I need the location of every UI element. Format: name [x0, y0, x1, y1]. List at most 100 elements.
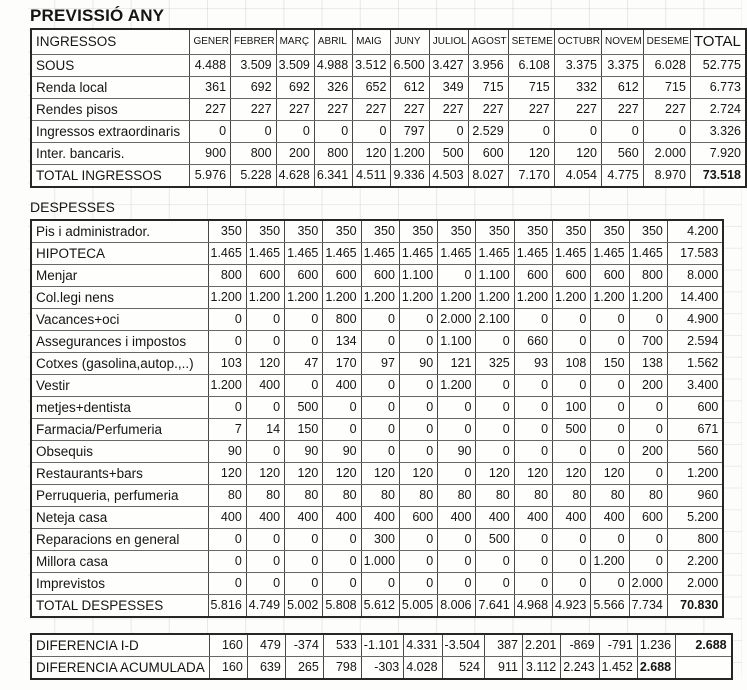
cell: 0 [475, 330, 515, 353]
cell: 960 [666, 484, 724, 507]
row-label: Reparacions en general [30, 528, 209, 551]
cell: 120 [552, 462, 592, 485]
cell: 80 [437, 484, 477, 507]
cell: 0 [230, 120, 277, 143]
cell: 2.594 [666, 330, 724, 353]
cell: 5.612 [360, 594, 400, 618]
expense-row: Neteja casa 400 400 400 400 400 600 400 400 400 40… [30, 506, 724, 529]
cell: 0 [245, 396, 286, 419]
cell: 0 [284, 308, 324, 331]
cell: 160 [208, 633, 248, 657]
expense-row: Perruqueria, perfumeria 80 80 80 80 80 80 80 80 8… [30, 484, 724, 507]
cell: 0 [513, 550, 554, 573]
cell: 0 [590, 330, 630, 353]
cell: 14 [245, 418, 286, 441]
cell: 0 [245, 550, 286, 573]
cell: 6.500 [390, 54, 430, 77]
cell: 533 [322, 633, 362, 657]
cell: 500 [428, 142, 469, 165]
cell: 798 [322, 656, 362, 680]
cell: 0 [360, 330, 400, 353]
row-label: Neteja casa [30, 506, 209, 529]
cell: 0 [590, 418, 630, 441]
expenses-table: Pis i administrador. 350 350 350 350 350 350 35… [30, 219, 725, 618]
cell: 0 [642, 120, 691, 143]
cell: 7 [207, 418, 247, 441]
cell: -791 [598, 633, 638, 657]
cell: 1.100 [475, 264, 515, 287]
cell: 652 [352, 76, 392, 99]
cell: 170 [322, 352, 362, 375]
cell: 400 [513, 506, 554, 529]
cell: 0 [628, 462, 668, 485]
cell: 0 [437, 528, 477, 551]
column-header: SETEME [507, 28, 555, 55]
cell: 0 [590, 572, 630, 595]
cell: 524 [441, 656, 485, 680]
cell: 0 [475, 440, 515, 463]
cell: 0 [398, 528, 439, 551]
cell: 80 [513, 484, 554, 507]
cell: 227 [352, 98, 392, 121]
income-section-header: INGRESSOS [30, 28, 191, 55]
cell: 400 [475, 506, 515, 529]
cell: -869 [560, 633, 600, 657]
cell: 800 [313, 142, 354, 165]
cell: 2.100 [475, 308, 515, 331]
cell: 0 [513, 572, 554, 595]
cell: 0 [513, 440, 554, 463]
cell: 0 [590, 528, 630, 551]
cell: 120 [590, 462, 630, 485]
expense-row: HIPOTECA 1.465 1.465 1.465 1.465 1.465 1.465 1.… [30, 242, 724, 265]
cell: 361 [189, 76, 232, 99]
cell: 2.200 [666, 550, 724, 573]
cell: 0 [398, 550, 439, 573]
cell: 800 [207, 264, 247, 287]
cell: 3.400 [666, 374, 724, 397]
cell: 8.006 [437, 594, 477, 618]
cell: 400 [437, 506, 477, 529]
cell: 7.170 [507, 164, 555, 188]
cell: 52.775 [689, 54, 747, 77]
cell: 1.465 [628, 242, 668, 265]
cell: 612 [601, 76, 644, 99]
cell: 500 [552, 418, 592, 441]
row-label: Millora casa [30, 550, 209, 573]
cell: 1.200 [590, 550, 630, 573]
cell: 4.749 [245, 594, 286, 618]
cell: 400 [245, 374, 286, 397]
cell: 1.200 [398, 286, 439, 309]
cell: 103 [207, 352, 247, 375]
cell: 1.200 [437, 286, 477, 309]
cell: 2.000 [628, 572, 668, 595]
cell: 350 [513, 219, 554, 243]
expenses-section-label: DESPESSES [30, 199, 115, 215]
cell: 0 [552, 440, 592, 463]
cell: 4.054 [553, 164, 603, 188]
cell: 1.200 [552, 286, 592, 309]
row-label: TOTAL INGRESSOS [30, 164, 191, 188]
cell: -3.504 [441, 633, 485, 657]
row-label: Menjar [30, 264, 209, 287]
cell: 3.512 [352, 54, 392, 77]
cell: 2.243 [560, 656, 600, 680]
row-label: Vestir [30, 374, 209, 397]
cell: 479 [246, 633, 286, 657]
cell: 120 [284, 462, 324, 485]
cell: 0 [428, 120, 469, 143]
cell: 120 [352, 142, 392, 165]
cell: 400 [322, 506, 362, 529]
cell: 0 [284, 550, 324, 573]
column-header: MARÇ [275, 28, 315, 55]
cell: 660 [513, 330, 554, 353]
cell: 350 [360, 219, 400, 243]
cell: -303 [360, 656, 405, 680]
cell: 4.503 [428, 164, 469, 188]
cell: 80 [552, 484, 592, 507]
cell: 350 [628, 219, 668, 243]
difference-row: DIFERENCIA ACUMULADA 160 639 265 798 -303 4.02… [30, 656, 733, 680]
expense-row: Menjar 800 600 600 600 600 1.100 0 1.100 600 600 60… [30, 264, 724, 287]
row-label: metjes+dentista [30, 396, 209, 419]
cell: 5.228 [230, 164, 277, 188]
row-label: TOTAL DESPESSES [30, 594, 209, 618]
